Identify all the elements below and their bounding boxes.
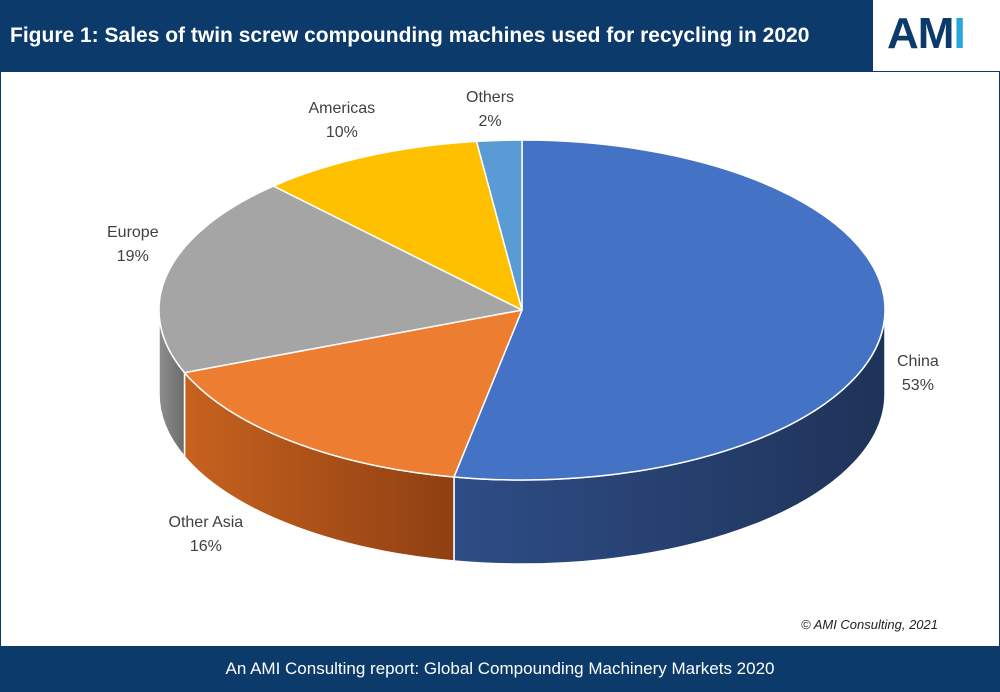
ami-logo-text: AMI (887, 8, 966, 60)
slice-label-name: Americas (308, 100, 376, 117)
logo-accent: I (953, 9, 965, 58)
pie-tops (158, 139, 886, 481)
slice-label-name: China (897, 353, 939, 370)
footer-bar: An AMI Consulting report: Global Compoun… (0, 646, 1000, 692)
chart-title: Figure 1: Sales of twin screw compoundin… (10, 24, 810, 47)
slice-label-europe: Europe 19% (107, 221, 159, 269)
slice-europe (158, 185, 523, 374)
header-bar: Figure 1: Sales of twin screw compoundin… (0, 0, 1000, 72)
copyright-note: © AMI Consulting, 2021 (800, 617, 938, 632)
slice-label-china: China 53% (897, 350, 939, 398)
ami-logo: AMI (873, 0, 1000, 71)
slice-label-value: 16% (189, 538, 222, 555)
slice-others (475, 139, 523, 311)
slice-other-asia (183, 309, 523, 478)
logo-main: AM (887, 9, 954, 58)
slice-china (453, 139, 886, 481)
slice-label-americas: Americas 10% (309, 97, 376, 145)
slice-label-name: Others (466, 89, 515, 106)
slice-label-name: Europe (107, 224, 159, 241)
slice-label-name: Other Asia (168, 514, 244, 531)
slice-label-value: 53% (901, 377, 934, 394)
slice-label-value: 2% (478, 113, 502, 130)
slice-label-value: 19% (116, 248, 149, 265)
slice-label-others: Others 2% (466, 86, 514, 134)
slice-label-value: 10% (325, 124, 358, 141)
slice-label-other-asia: Other Asia 16% (169, 511, 244, 559)
slice-americas (272, 140, 523, 311)
